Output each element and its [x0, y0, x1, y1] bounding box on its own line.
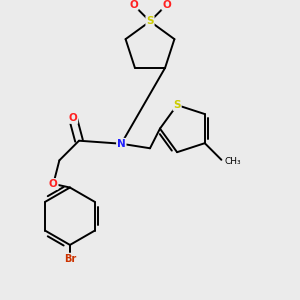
- Text: S: S: [146, 16, 154, 26]
- Text: Br: Br: [64, 254, 76, 263]
- Text: O: O: [162, 0, 171, 10]
- Text: S: S: [173, 100, 181, 110]
- Text: CH₃: CH₃: [224, 157, 241, 166]
- Text: O: O: [69, 113, 77, 123]
- Text: O: O: [49, 179, 58, 189]
- Text: N: N: [117, 139, 126, 149]
- Text: O: O: [129, 0, 138, 10]
